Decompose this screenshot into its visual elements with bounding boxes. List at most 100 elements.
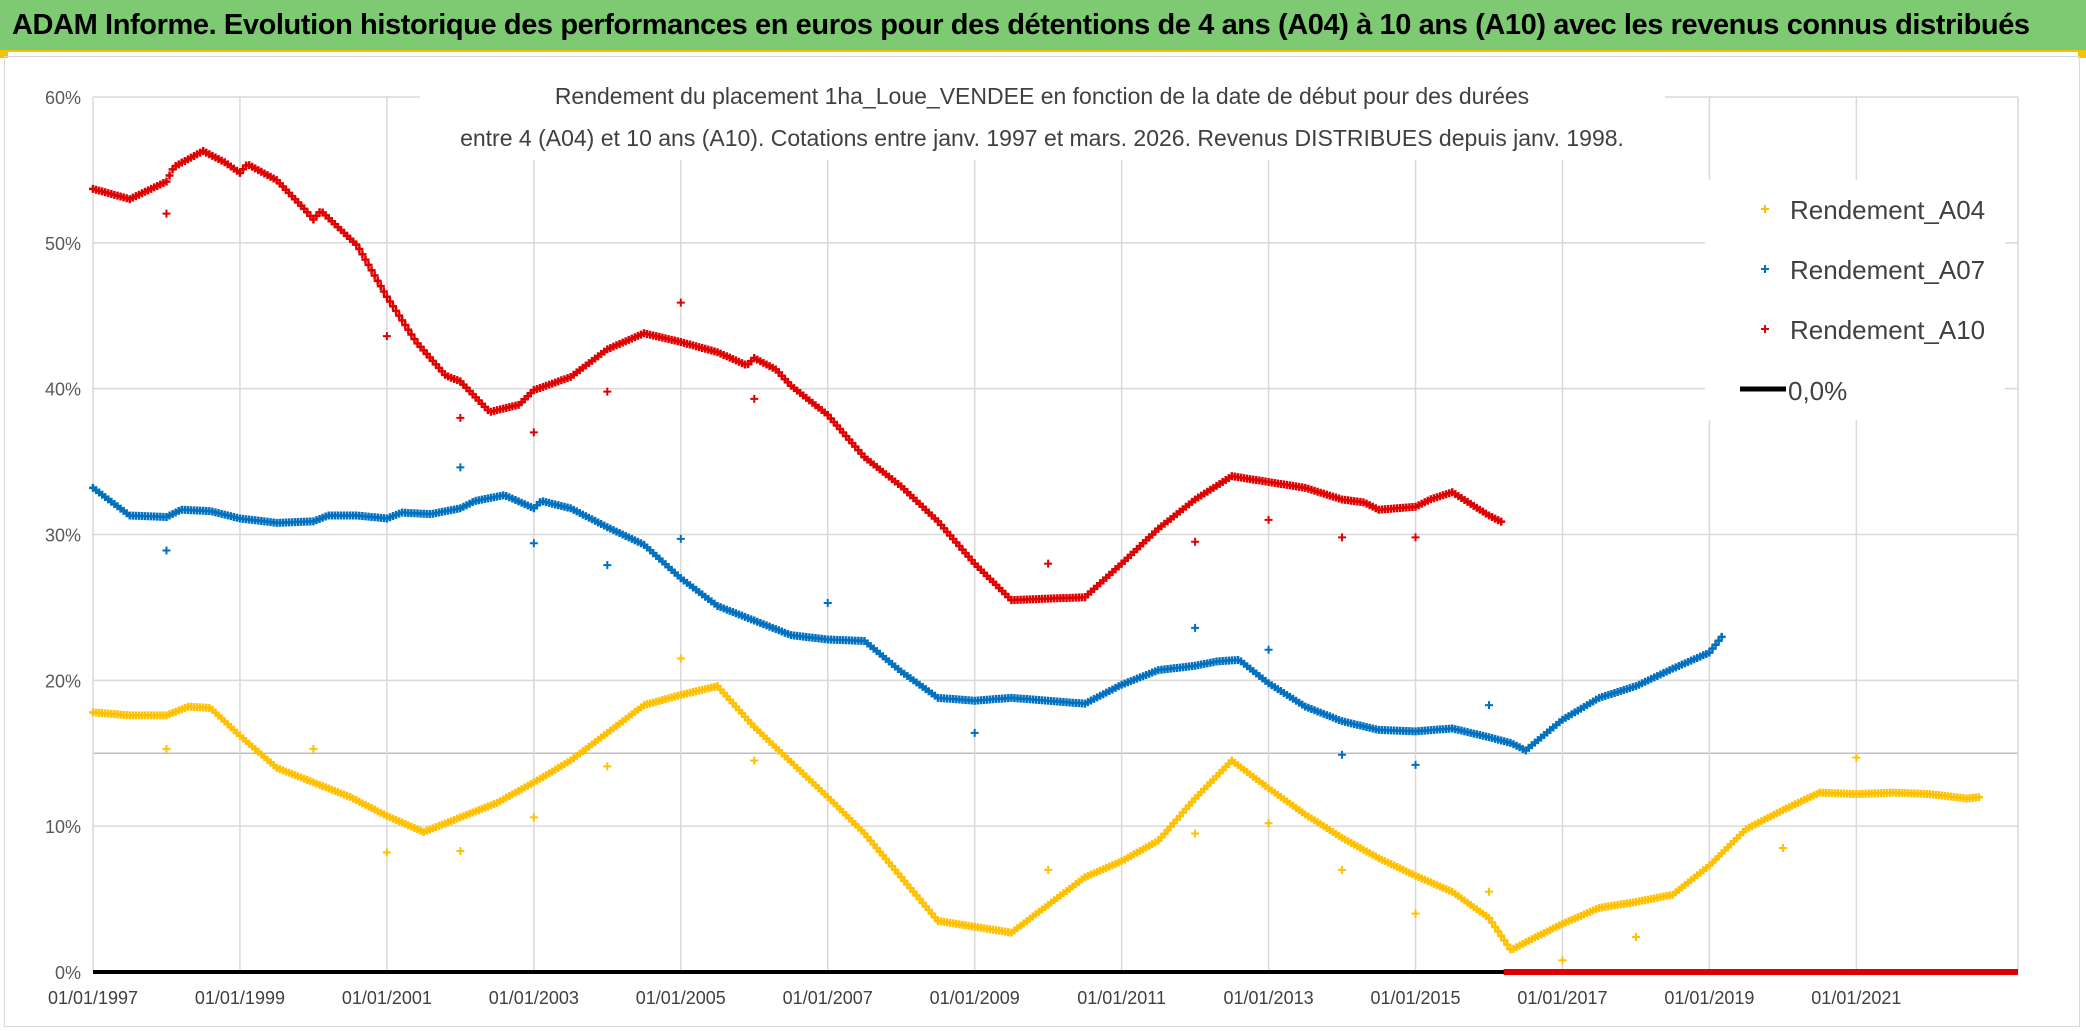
- outlier-point: [1338, 750, 1347, 759]
- point: [352, 240, 361, 249]
- x-tick-label: 01/01/1997: [48, 988, 138, 1008]
- outlier-point: [676, 534, 685, 543]
- point: [1717, 632, 1726, 641]
- outlier-point: [1631, 933, 1640, 941]
- point: [407, 330, 416, 339]
- outlier-point: [382, 332, 391, 341]
- outlier-point: [1558, 956, 1567, 965]
- outlier-point: [1338, 533, 1347, 542]
- outlier-point: [529, 813, 538, 822]
- chart-frame: [4, 56, 2080, 1027]
- point: [404, 325, 413, 334]
- corner-mark-left: [0, 50, 8, 58]
- outlier-point: [456, 463, 465, 472]
- point: [367, 266, 376, 275]
- point: [1491, 922, 1500, 931]
- series-rendement_a10: [89, 146, 2018, 975]
- outlier-point: [1264, 819, 1273, 828]
- legend-label: Rendement_A04: [1790, 195, 1985, 225]
- x-tick-label: 01/01/2009: [930, 988, 1020, 1008]
- legend-label: Rendement_A07: [1790, 255, 1985, 285]
- y-tick-label: 50%: [45, 234, 81, 254]
- legend-marker: [1761, 325, 1769, 333]
- x-tick-label: 01/01/2007: [783, 988, 873, 1008]
- legend-label: Rendement_A10: [1790, 315, 1985, 345]
- outlier-point: [162, 209, 171, 218]
- legend-marker: [1761, 265, 1769, 273]
- point: [1497, 517, 1506, 526]
- x-tick-label: 01/01/2013: [1224, 988, 1314, 1008]
- point: [1488, 918, 1497, 927]
- legend-marker: [1761, 205, 1769, 213]
- y-tick-label: 20%: [45, 671, 81, 691]
- x-tick-label: 01/01/2005: [636, 988, 726, 1008]
- chart-title-background: [420, 76, 1665, 160]
- outlier-point: [1411, 909, 1420, 918]
- chart-title-line1: Rendement du placement 1ha_Loue_VENDEE e…: [555, 83, 1529, 109]
- point: [373, 276, 382, 285]
- point: [370, 271, 379, 280]
- point: [376, 282, 385, 291]
- point: [382, 292, 391, 301]
- outlier-point: [1411, 760, 1420, 769]
- point: [1974, 793, 1983, 802]
- point: [1484, 914, 1493, 923]
- point: [379, 287, 388, 296]
- point: [1494, 927, 1503, 936]
- grid-lines: [92, 96, 2019, 973]
- point: [385, 297, 394, 306]
- chart-title-line2: entre 4 (A04) et 10 ans (A10). Cotations…: [460, 125, 1624, 151]
- y-tick-label: 60%: [45, 88, 81, 108]
- outlier-point: [676, 298, 685, 307]
- outlier-point: [1264, 645, 1273, 654]
- point: [410, 335, 419, 344]
- outlier-point: [1191, 623, 1200, 632]
- outlier-point: [970, 728, 979, 737]
- x-tick-label: 01/01/2021: [1811, 988, 1901, 1008]
- outlier-point: [456, 846, 465, 855]
- y-tick-label: 10%: [45, 817, 81, 837]
- outlier-point: [1484, 701, 1493, 710]
- corner-mark-right: [2078, 50, 2086, 58]
- point: [355, 244, 364, 253]
- outlier-point: [529, 539, 538, 548]
- point: [162, 177, 171, 186]
- outlier-point: [603, 561, 612, 570]
- outlier-point: [1338, 865, 1347, 874]
- point: [1503, 940, 1512, 949]
- outlier-point: [309, 744, 318, 753]
- outlier-point: [1044, 865, 1053, 874]
- outlier-point: [676, 654, 685, 663]
- outlier-point: [1044, 559, 1053, 568]
- outlier-point: [1191, 537, 1200, 546]
- point: [1500, 936, 1509, 945]
- outlier-point: [382, 848, 391, 857]
- y-tick-label: 30%: [45, 526, 81, 546]
- y-tick-label: 40%: [45, 380, 81, 400]
- header-banner: ADAM Informe. Evolution historique des p…: [0, 0, 2086, 52]
- point: [398, 316, 407, 325]
- point: [389, 302, 398, 311]
- x-tick-label: 01/01/2011: [1077, 988, 1166, 1008]
- outlier-point: [750, 756, 759, 765]
- x-tick-label: 01/01/2015: [1370, 988, 1460, 1008]
- legend: Rendement_A04 Rendement_A07 Rendement_A10 0…: [1705, 180, 2005, 420]
- outlier-point: [750, 394, 759, 403]
- outlier-point: [1191, 829, 1200, 838]
- outlier-point: [1411, 533, 1420, 542]
- outlier-point: [1778, 844, 1787, 853]
- legend-label: 0,0%: [1788, 376, 1847, 406]
- outlier-point: [162, 744, 171, 753]
- series-rendement_a07: [89, 463, 1726, 769]
- axis-labels: 0% 10% 20% 30% 40% 50% 60% 01/01/1997 01/01/1999…: [45, 88, 1901, 1008]
- outlier-point: [162, 546, 171, 555]
- data-marks: [89, 146, 2018, 975]
- x-tick-label: 01/01/1999: [195, 988, 285, 1008]
- outlier-point: [529, 428, 538, 437]
- outlier-point: [603, 387, 612, 396]
- point: [392, 306, 401, 315]
- point: [361, 255, 370, 264]
- x-tick-label: 01/01/2003: [489, 988, 579, 1008]
- point: [364, 260, 373, 269]
- point: [395, 311, 404, 320]
